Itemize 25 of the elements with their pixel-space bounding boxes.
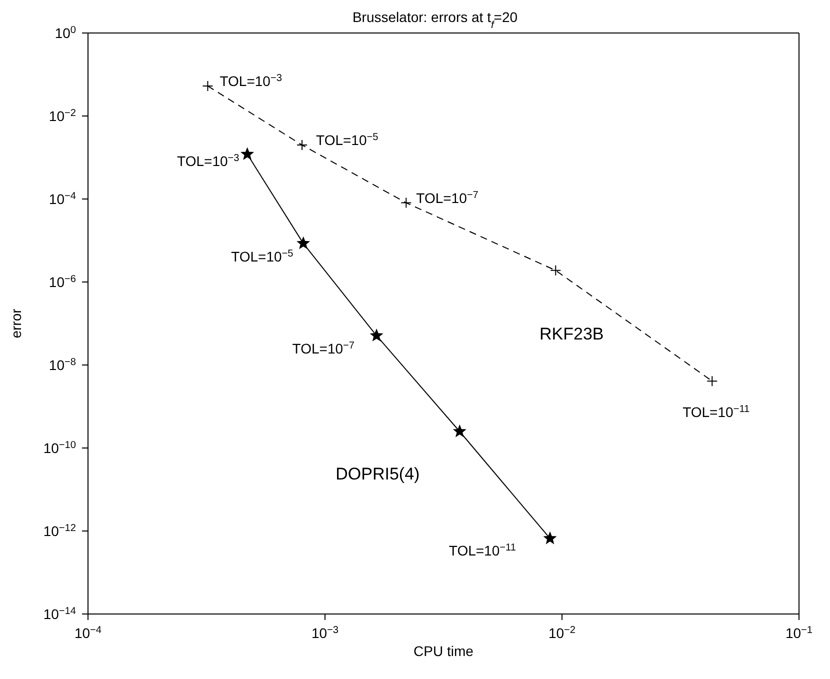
annotation: TOL=10$^{−11}$ bbox=[448, 542, 516, 558]
annotation: TOL=10$^{−7}$ bbox=[416, 189, 479, 206]
text: DOPRI5(4) bbox=[336, 464, 420, 484]
x-tick-label: 10$^{−3}$ bbox=[311, 624, 339, 641]
y-tick-label: 10$^{−2}$ bbox=[48, 108, 76, 124]
x-tick-label: 10$^{−2}$ bbox=[548, 624, 576, 641]
annotation: TOL=10$^{−5}$ bbox=[316, 132, 379, 148]
y-tick-label: 10$^{0}$ bbox=[54, 24, 76, 41]
y-tick-label: 10$^{−10}$ bbox=[43, 440, 76, 456]
y-tick-label: 10$^{−6}$ bbox=[48, 274, 76, 290]
x-axis-title: CPU time bbox=[414, 643, 474, 659]
annotation: TOL=10$^{−5}$ bbox=[231, 248, 294, 264]
annotation: TOL=10$^{−7}$ bbox=[292, 340, 355, 357]
y-tick-label: 10$^{−4}$ bbox=[48, 190, 76, 207]
x-tick-label: 10$^{−1}$ bbox=[785, 624, 813, 641]
annotation: TOL=10$^{−3}$ bbox=[177, 152, 240, 170]
x-tick-label: 10$^{−4}$ bbox=[74, 624, 102, 641]
annotation: TOL=10$^{−11}$ bbox=[682, 404, 750, 420]
y-tick-label: 10$^{−8}$ bbox=[48, 356, 76, 373]
y-tick-label: 10$^{−14}$ bbox=[43, 606, 76, 622]
chart-title: Brusselator: errors at t$_{f}$=20 bbox=[352, 9, 518, 30]
annotation: TOL=10$^{−3}$ bbox=[220, 72, 282, 89]
series-label: RKF23B bbox=[540, 324, 604, 344]
y-tick-label: 10$^{−12}$ bbox=[43, 522, 76, 539]
y-axis-title: error bbox=[8, 308, 24, 338]
